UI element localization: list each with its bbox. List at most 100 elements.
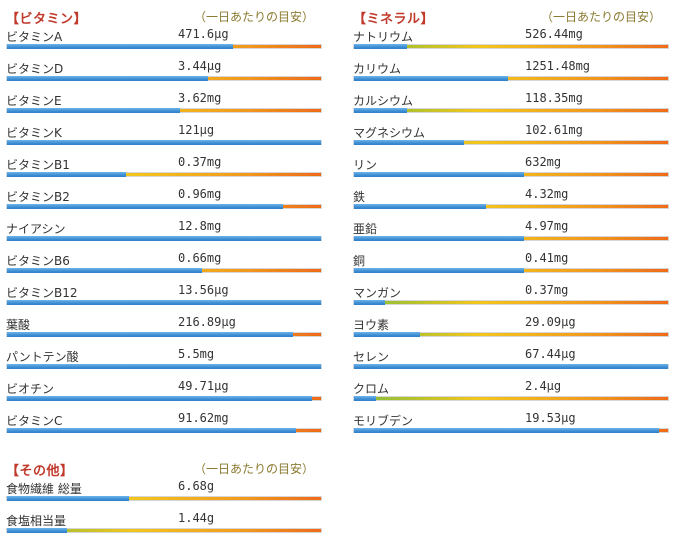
intake-bar — [353, 236, 669, 241]
nutrient-row: ビタミンA 471.6μg — [6, 24, 322, 56]
nutrient-name: ナトリウム — [353, 30, 414, 44]
nutrient-row: カルシウム 118.35mg — [353, 88, 669, 120]
nutrient-name: カリウム — [353, 62, 402, 76]
nutrient-name: ビタミンA — [6, 30, 63, 44]
nutrient-value: 5.5mg — [178, 347, 215, 361]
nutrient-row: 鉄 4.32mg — [353, 184, 669, 216]
nutrient-value: 102.61mg — [525, 123, 583, 137]
nutrient-row: 食物繊維 総量 6.68g — [6, 476, 322, 508]
intake-bar-fill — [7, 108, 180, 113]
intake-bar — [353, 364, 669, 369]
nutrient-name: クロム — [353, 382, 390, 396]
nutrient-value: 118.35mg — [525, 91, 583, 105]
nutrient-name: ビタミンB1 — [6, 158, 70, 172]
nutrient-value: 4.32mg — [525, 187, 569, 201]
nutrient-name: ナイアシン — [6, 222, 66, 236]
intake-bar — [6, 140, 322, 145]
nutrient-value: 19.53μg — [525, 411, 576, 425]
nutrient-row: ビタミンD 3.44μg — [6, 56, 322, 88]
nutrient-row: ヨウ素 29.09μg — [353, 312, 669, 344]
nutrient-name: ビタミンC — [6, 414, 63, 428]
minerals-section: 【ミネラル】 （一日あたりの目安） ナトリウム 526.44mg カリウム 1251.… — [353, 0, 669, 440]
intake-bar-fill — [7, 76, 208, 81]
nutrient-name: 銅 — [353, 254, 366, 268]
intake-bar-fill — [354, 204, 486, 209]
intake-bar-fill — [354, 428, 659, 433]
nutrient-row: 食塩相当量 1.44g — [6, 508, 322, 540]
minerals-header: 【ミネラル】 （一日あたりの目安） — [353, 0, 669, 27]
intake-bar-fill — [354, 172, 524, 177]
intake-bar — [6, 300, 322, 305]
nutrient-row: マンガン 0.37mg — [353, 280, 669, 312]
intake-bar — [353, 44, 669, 49]
nutrient-row: リン 632mg — [353, 152, 669, 184]
nutrient-row: ビタミンB1 0.37mg — [6, 152, 322, 184]
intake-bar — [6, 268, 322, 273]
others-note: （一日あたりの目安） — [193, 462, 314, 476]
intake-bar-fill — [7, 140, 321, 145]
nutrient-row: カリウム 1251.48mg — [353, 56, 669, 88]
nutrient-row: 葉酸 216.89μg — [6, 312, 322, 344]
intake-bar — [6, 76, 322, 81]
nutrient-value: 0.41mg — [525, 251, 569, 265]
nutrient-row: ビオチン 49.71μg — [6, 376, 322, 408]
nutrient-row: ビタミンB6 0.66mg — [6, 248, 322, 280]
intake-bar-fill — [7, 204, 284, 209]
intake-bar-fill — [7, 236, 321, 241]
nutrient-value: 0.66mg — [178, 251, 222, 265]
nutrient-name: カルシウム — [353, 94, 414, 108]
nutrient-row: クロム 2.4μg — [353, 376, 669, 408]
nutrient-row: モリブデン 19.53μg — [353, 408, 669, 440]
nutrient-value: 91.62mg — [178, 411, 229, 425]
intake-bar — [6, 204, 322, 209]
nutrient-row: ナトリウム 526.44mg — [353, 24, 669, 56]
nutrient-value: 471.6μg — [178, 27, 229, 41]
minerals-title: 【ミネラル】 — [353, 12, 435, 27]
nutrient-value: 29.09μg — [525, 315, 576, 329]
nutrient-value: 121μg — [178, 123, 215, 137]
nutrient-name: 食物繊維 総量 — [6, 482, 82, 496]
nutrient-name: リン — [353, 158, 378, 172]
nutrient-row: 亜鉛 4.97mg — [353, 216, 669, 248]
intake-bar — [353, 300, 669, 305]
nutrient-name: ビタミンB2 — [6, 190, 70, 204]
intake-bar — [6, 428, 322, 433]
nutrient-value: 0.96mg — [178, 187, 222, 201]
nutrient-name: 食塩相当量 — [6, 514, 67, 528]
intake-bar-fill — [7, 44, 234, 49]
nutrient-value: 1251.48mg — [525, 59, 591, 73]
nutrient-name: セレン — [353, 350, 390, 364]
intake-bar-fill — [7, 428, 296, 433]
intake-bar — [353, 428, 669, 433]
intake-bar-fill — [7, 300, 321, 305]
intake-bar — [6, 236, 322, 241]
vitamins-header: 【ビタミン】 （一日あたりの目安） — [6, 0, 322, 27]
nutrient-value: 526.44mg — [525, 27, 583, 41]
intake-bar — [353, 396, 669, 401]
intake-bar — [353, 76, 669, 81]
nutrient-value: 67.44μg — [525, 347, 576, 361]
nutrient-name: ビタミンB6 — [6, 254, 70, 268]
intake-bar-fill — [354, 236, 524, 241]
nutrient-value: 49.71μg — [178, 379, 229, 393]
intake-bar-fill — [7, 364, 321, 369]
nutrient-value: 6.68g — [178, 479, 215, 493]
nutrient-value: 2.4μg — [525, 379, 562, 393]
intake-bar-fill — [7, 396, 312, 401]
intake-bar — [353, 108, 669, 113]
intake-bar-fill — [354, 140, 464, 145]
nutrient-value: 3.62mg — [178, 91, 222, 105]
nutrient-name: ビタミンB12 — [6, 286, 78, 300]
intake-bar — [6, 332, 322, 337]
intake-bar-fill — [354, 364, 668, 369]
nutrient-name: パントテン酸 — [6, 350, 79, 364]
intake-bar — [6, 364, 322, 369]
intake-bar — [6, 396, 322, 401]
intake-bar — [6, 108, 322, 113]
nutrient-row: ビタミンB12 13.56μg — [6, 280, 322, 312]
nutrient-name: ビオチン — [6, 382, 55, 396]
intake-bar-fill — [354, 44, 408, 49]
others-header: 【その他】 （一日あたりの目安） — [6, 452, 322, 479]
nutrient-name: マンガン — [353, 286, 402, 300]
intake-bar — [353, 332, 669, 337]
